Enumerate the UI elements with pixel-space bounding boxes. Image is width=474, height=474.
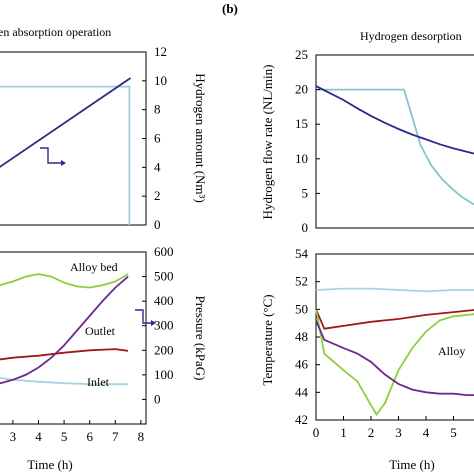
bottom-left-ytick-label: 600: [154, 244, 174, 259]
top-right-series-1: [315, 85, 474, 155]
top-left-ytick-label: 6: [154, 131, 161, 146]
top-right-ytick-label: 5: [302, 185, 309, 200]
bottom-left-chart: 0 100 200 300 400 500 600 3 4 5 6 7 8: [0, 244, 174, 444]
bottom-right-ytick-label: 42: [295, 412, 308, 427]
bottom-right-xtick-label: 3: [395, 425, 402, 440]
bottom-left-ytick-label: 500: [154, 269, 174, 284]
bottom-right-plot-frame: [315, 253, 474, 421]
bottom-left-xtick-label: 4: [35, 429, 42, 444]
top-left-series-0: [0, 85, 131, 225]
top-right-ylabel: Hydrogen flow rate (NL/min): [260, 65, 275, 220]
top-left-series-1: [0, 77, 132, 168]
top-left-ytick-label: 2: [154, 188, 161, 203]
alloy-bed-label: Alloy bed: [70, 260, 118, 274]
bottom-right-chart: 42 44 46 48 50 52 54 0 1 2 3 4 5: [295, 246, 474, 440]
bottom-left-series-outlet: [0, 348, 129, 361]
bottom-left-xtick-label: 8: [138, 429, 145, 444]
top-left-plot-frame: [0, 51, 147, 226]
bottom-right-xtick-label: 0: [313, 425, 320, 440]
alloy-label: Alloy: [438, 344, 465, 358]
bottom-left-xtick-label: 7: [112, 429, 119, 444]
inlet-label: Inlet: [87, 375, 110, 389]
bottom-left-ytick-label: 200: [154, 342, 174, 357]
bottom-right-series-1: [315, 308, 474, 330]
bottom-left-ytick-label: 100: [154, 367, 174, 382]
top-left-chart: 0 2 4 6 8 10 12: [0, 44, 167, 232]
bottom-right-ytick-label: 44: [295, 384, 309, 399]
top-right-ytick-label: 15: [295, 116, 308, 131]
bottom-right-ytick-label: 54: [295, 246, 309, 261]
bottom-right-xtick-label: 5: [450, 425, 457, 440]
top-right-ytick-label: 20: [295, 82, 308, 97]
bottom-right-ytick-label: 46: [295, 357, 309, 372]
bottom-left-xlabel: Time (h): [27, 457, 72, 472]
bottom-right-ytick-label: 48: [295, 329, 308, 344]
bottom-left-series-alloy-bed: [0, 273, 129, 289]
bottom-left-plot-frame: [0, 251, 147, 425]
top-left-arrow-icon: [40, 147, 66, 166]
right-panel-title: Hydrogen desorption: [360, 29, 462, 43]
top-left-ytick-label: 12: [154, 44, 167, 59]
top-right-ytick-label: 25: [295, 47, 308, 62]
top-right-plot-frame: [315, 54, 474, 229]
bottom-left-ytick-label: 0: [154, 391, 161, 406]
bottom-right-ytick-label: 52: [295, 274, 308, 289]
bottom-right-ytick-label: 50: [295, 301, 308, 316]
bottom-right-xtick-label: 2: [368, 425, 375, 440]
panel-letter: (b): [222, 1, 238, 16]
bottom-right-series-3: [315, 320, 474, 397]
top-left-ylabel: Hydrogen amount (Nm³): [193, 73, 208, 203]
top-left-ytick-label: 10: [154, 73, 167, 88]
bottom-right-ylabel: Temperature (°C): [260, 294, 275, 385]
top-left-ytick-label: 8: [154, 102, 161, 117]
top-right-ytick-label: 0: [302, 220, 309, 235]
bottom-left-arrow-icon: [135, 309, 156, 326]
top-right-ytick-label: 10: [295, 151, 308, 166]
top-right-series-0: [316, 88, 474, 206]
top-right-chart: 0 5 10 15 20 25: [295, 47, 474, 235]
top-left-ytick-label: 0: [154, 217, 161, 232]
bottom-left-xtick-label: 6: [86, 429, 93, 444]
bottom-right-series-0: [315, 287, 474, 293]
top-left-ytick-label: 4: [154, 159, 161, 174]
left-panel-title: en absorption operation: [0, 25, 111, 39]
bottom-left-ytick-label: 300: [154, 318, 174, 333]
bottom-left-xtick-label: 5: [61, 429, 68, 444]
bottom-right-xtick-label: 1: [340, 425, 347, 440]
bottom-right-xtick-label: 4: [423, 425, 430, 440]
bottom-right-xlabel: Time (h): [389, 457, 434, 472]
bottom-left-series-3: [0, 275, 129, 385]
outlet-label: Outlet: [85, 324, 116, 338]
bottom-left-ylabel: Pressure (kPaG): [193, 296, 208, 381]
bottom-right-series-2: [315, 309, 474, 417]
bottom-left-xtick-label: 3: [10, 429, 17, 444]
bottom-left-ytick-label: 400: [154, 293, 174, 308]
